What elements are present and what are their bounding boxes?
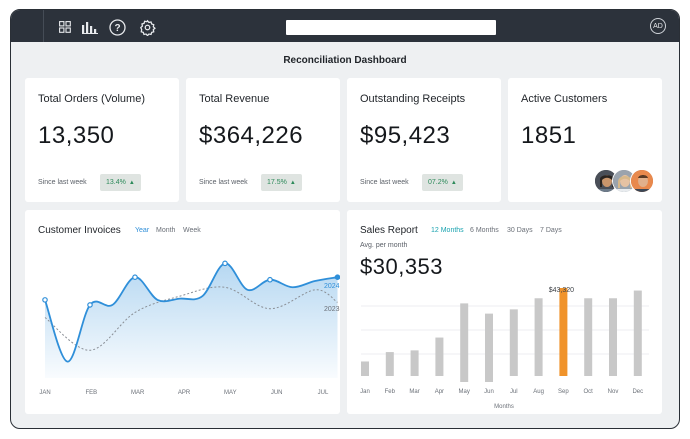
bar-feb (385, 352, 394, 376)
x-tick-label: Jun (484, 389, 494, 395)
bar-jun (485, 313, 493, 382)
stat-value: $364,226 (199, 122, 304, 149)
tab-7-days[interactable]: 7 Days (540, 227, 562, 234)
bar-sep (559, 288, 568, 376)
x-tick-label: Sep (558, 389, 569, 395)
sales-value: $30,353 (360, 254, 444, 279)
bar-dec (633, 290, 642, 376)
series-2024-point (222, 260, 228, 267)
tab-12-months[interactable]: 12 Months (431, 227, 464, 234)
tab-month[interactable]: Month (156, 227, 176, 234)
series-2024-point (267, 276, 273, 283)
x-tick-label: JUL (318, 390, 329, 396)
invoices-line-chart: 2024 2023 JAN FEB MAR APR MAY JUN JUL (39, 260, 340, 396)
help-icon[interactable]: ? (108, 18, 126, 36)
stat-title: Total Orders (Volume) (38, 93, 145, 105)
x-tick-label: JAN (39, 390, 50, 396)
invoices-title: Customer Invoices (38, 225, 121, 236)
series-2024-point (132, 274, 138, 281)
user-avatar[interactable]: AD (650, 18, 666, 34)
stat-card-customers: Active Customers 1851 (508, 78, 662, 202)
customer-avatars (594, 169, 656, 193)
bar-mar (410, 350, 419, 376)
bar-apr (435, 337, 444, 376)
change-value: 07.2% (428, 179, 448, 186)
x-tick-label: MAY (224, 390, 237, 396)
since-label: Since last week (38, 179, 87, 186)
stat-card-orders: Total Orders (Volume) 13,350 Since last … (25, 78, 179, 202)
tab-30-days[interactable]: 30 Days (507, 227, 533, 234)
customer-avatar[interactable] (630, 169, 654, 193)
bar-jul (509, 309, 518, 376)
page-title: Reconciliation Dashboard (283, 55, 407, 66)
top-bar: ? AD (11, 10, 679, 42)
x-tick-label: Jan (360, 389, 370, 395)
topbar-divider (43, 10, 44, 42)
tab-week[interactable]: Week (183, 227, 201, 234)
x-tick-label: Mar (409, 389, 419, 395)
x-tick-label: Dec (632, 389, 643, 395)
search-input[interactable] (286, 20, 496, 35)
x-tick-label: May (459, 389, 470, 395)
bar-oct (584, 298, 593, 376)
stat-value: 13,350 (38, 122, 115, 149)
x-tick-label: FEB (85, 390, 97, 396)
series-label-2023: 2023 (324, 306, 340, 313)
change-value: 17.5% (267, 179, 287, 186)
bar-aug (534, 298, 543, 376)
arrow-up-icon: ▲ (289, 179, 296, 186)
sales-card: Sales Report 12 Months 6 Months 30 Days … (347, 210, 662, 414)
invoices-card: Customer Invoices Year Month Week 2024 20… (25, 210, 340, 414)
x-tick-label: Feb (385, 389, 396, 395)
change-badge: 13.4% ▲ (100, 174, 141, 191)
stat-card-receipts: Outstanding Receipts $95,423 Since last … (347, 78, 501, 202)
since-label: Since last week (360, 179, 409, 186)
x-tick-label: Jul (510, 389, 518, 395)
series-2024-point (87, 302, 93, 308)
since-label: Since last week (199, 179, 248, 186)
svg-text:?: ? (114, 23, 120, 34)
highlight-value-label: $43,320 (549, 287, 574, 294)
app-window: ? AD Reconciliation Dashboard Total Orde… (10, 9, 680, 429)
tab-6-months[interactable]: 6 Months (470, 227, 499, 234)
sales-title: Sales Report (360, 225, 418, 236)
stat-title: Total Revenue (199, 93, 270, 105)
sales-bar-chart: Jan Feb Mar Apr May Jun Jul Aug Sep Oct Nov Dec $43,… (360, 287, 649, 410)
change-badge: 07.2% ▲ (422, 174, 463, 191)
bar-nov (609, 298, 617, 376)
settings-icon[interactable] (138, 18, 156, 36)
x-tick-label: Apr (435, 389, 444, 395)
x-tick-label: APR (178, 390, 191, 396)
tab-year[interactable]: Year (135, 227, 150, 234)
bar-jan (361, 361, 369, 376)
avg-per-month-label: Avg. per month (360, 242, 408, 249)
series-2023-line (44, 286, 338, 351)
x-tick-label: Aug (533, 389, 544, 395)
series-label-2024: 2024 (324, 283, 340, 290)
arrow-up-icon: ▲ (128, 179, 135, 186)
bar-may (460, 303, 469, 382)
x-tick-label: JUN (271, 390, 283, 396)
stat-value: $95,423 (360, 122, 451, 149)
x-tick-label: Oct (584, 389, 594, 395)
stat-title: Active Customers (521, 93, 608, 105)
x-tick-label: Nov (608, 389, 619, 395)
x-axis-label: Months (494, 404, 514, 410)
bar-chart-icon[interactable] (81, 18, 99, 36)
stat-card-revenue: Total Revenue $364,226 Since last week 1… (186, 78, 340, 202)
change-value: 13.4% (106, 179, 126, 186)
change-badge: 17.5% ▲ (261, 174, 302, 191)
stat-title: Outstanding Receipts (360, 93, 466, 105)
series-2024-end-point (335, 274, 340, 280)
series-2024-area (45, 263, 338, 378)
series-2024-point (42, 297, 48, 303)
stat-value: 1851 (521, 122, 577, 149)
x-tick-label: MAR (131, 390, 145, 396)
arrow-up-icon: ▲ (450, 179, 457, 186)
grid-icon[interactable] (56, 18, 74, 36)
